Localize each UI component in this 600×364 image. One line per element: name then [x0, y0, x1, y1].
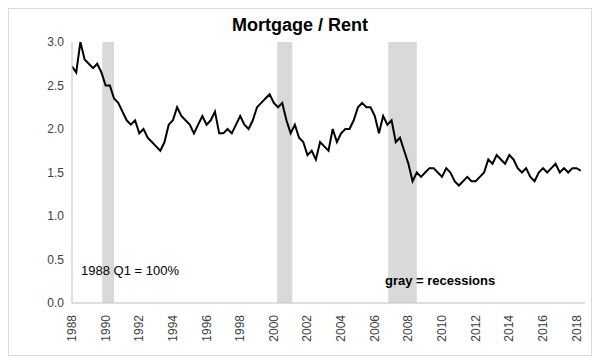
svg-text:3.0: 3.0 — [47, 35, 64, 49]
html-text:1988 Q1 = 100%: 1988 Q1 = 100% — [81, 263, 179, 278]
svg-text:0.5: 0.5 — [47, 253, 64, 267]
svg-text:2014: 2014 — [502, 315, 516, 342]
svg-text:2.0: 2.0 — [47, 122, 64, 136]
svg-text:1988: 1988 — [65, 315, 79, 342]
svg-text:1992: 1992 — [132, 315, 146, 342]
svg-text:1998: 1998 — [233, 315, 247, 342]
svg-text:2000: 2000 — [267, 315, 281, 342]
svg-text:2008: 2008 — [401, 315, 415, 342]
svg-text:2010: 2010 — [435, 315, 449, 342]
svg-text:0.0: 0.0 — [47, 296, 64, 310]
svg-text:2018: 2018 — [570, 315, 584, 342]
html-text:gray = recessions: gray = recessions — [385, 273, 496, 288]
svg-text:1.0: 1.0 — [47, 209, 64, 223]
svg-text:2004: 2004 — [334, 315, 348, 342]
svg-text:1.5: 1.5 — [47, 166, 64, 180]
html-text:Mortgage / Rent: Mortgage / Rent — [232, 15, 368, 35]
svg-text:2.5: 2.5 — [47, 79, 64, 93]
svg-text:1994: 1994 — [166, 315, 180, 342]
svg-text:1990: 1990 — [99, 315, 113, 342]
svg-text:2016: 2016 — [536, 315, 550, 342]
svg-text:2012: 2012 — [469, 315, 483, 342]
svg-text:2002: 2002 — [300, 315, 314, 342]
svg-text:2006: 2006 — [368, 315, 382, 342]
svg-text:1996: 1996 — [200, 315, 214, 342]
